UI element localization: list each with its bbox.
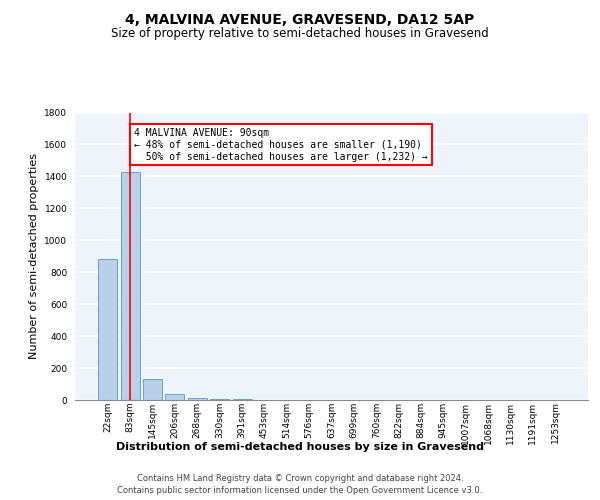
Bar — [143, 379, 162, 400]
Text: 4, MALVINA AVENUE, GRAVESEND, DA12 5AP: 4, MALVINA AVENUE, GRAVESEND, DA12 5AP — [125, 12, 475, 26]
Text: Distribution of semi-detached houses by size in Gravesend: Distribution of semi-detached houses by … — [116, 442, 484, 452]
Bar — [233, 399, 251, 400]
Bar — [210, 398, 229, 400]
Text: Size of property relative to semi-detached houses in Gravesend: Size of property relative to semi-detach… — [111, 28, 489, 40]
Bar — [121, 172, 140, 400]
Text: Contains public sector information licensed under the Open Government Licence v3: Contains public sector information licen… — [118, 486, 482, 495]
Y-axis label: Number of semi-detached properties: Number of semi-detached properties — [29, 153, 39, 359]
Text: 4 MALVINA AVENUE: 90sqm
← 48% of semi-detached houses are smaller (1,190)
  50% : 4 MALVINA AVENUE: 90sqm ← 48% of semi-de… — [134, 128, 428, 162]
Bar — [98, 260, 118, 400]
Bar — [166, 394, 184, 400]
Text: Contains HM Land Registry data © Crown copyright and database right 2024.: Contains HM Land Registry data © Crown c… — [137, 474, 463, 483]
Bar — [188, 398, 207, 400]
